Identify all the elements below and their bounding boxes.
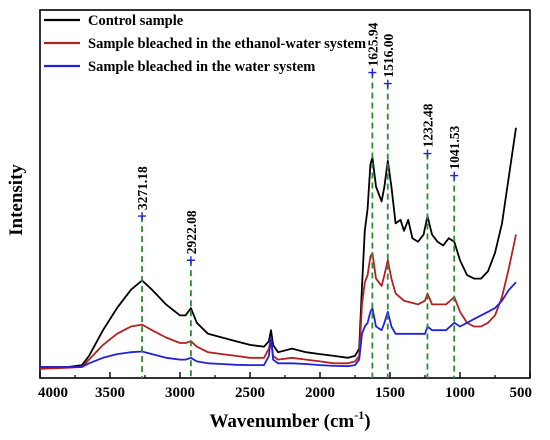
- peak-label-1: 3271.18: [135, 166, 150, 210]
- x-axis-title: Wavenumber (cm-1): [209, 408, 370, 432]
- peak-label-3: 1625.94: [365, 22, 380, 66]
- plot-frame: [39, 9, 531, 379]
- peak-marker-6: [450, 171, 459, 180]
- x-tick-label-4: 2500: [235, 385, 265, 401]
- x-tick-label-8: 500: [510, 385, 533, 401]
- peak-markers: 3271.18 2922.08 1625.94 1516.00 1232.48 1041.…: [135, 22, 462, 378]
- y-axis-title: Intensity: [6, 164, 27, 236]
- series-line-1: [40, 127, 517, 368]
- peak-label-2: 2922.08: [184, 210, 199, 254]
- series-line-2: [39, 234, 517, 370]
- legend-label-3: Sample bleached in the water system: [88, 59, 315, 75]
- x-tick-label-6: 1500: [375, 385, 405, 401]
- peak-marker-4: [383, 79, 392, 88]
- x-tick-label-5: 2000: [305, 385, 335, 401]
- peak-marker-3: [368, 68, 377, 77]
- peak-marker-5: [423, 149, 432, 158]
- axes: 4000 3500 3000 2500 2000 1500 1000 500: [38, 372, 532, 401]
- x-axis-title-sup: -1: [354, 408, 364, 422]
- series-layer: [39, 127, 517, 370]
- legend-label-2: Sample bleached in the ethanol-water sys…: [88, 36, 366, 52]
- x-tick-label-3: 3000: [165, 385, 195, 401]
- peak-label-4: 1516.00: [381, 33, 396, 77]
- peak-marker-2: [186, 256, 195, 265]
- series-line-3: [40, 281, 517, 368]
- peak-label-5: 1232.48: [420, 103, 435, 147]
- legend: Control sample Sample bleached in the eth…: [44, 13, 366, 75]
- x-axis-title-main: Wavenumber (cm: [209, 411, 354, 432]
- peak-marker-1: [138, 212, 147, 221]
- legend-label-1: Control sample: [88, 13, 184, 29]
- x-tick-label-2: 3500: [95, 385, 125, 401]
- peak-label-6: 1041.53: [447, 125, 462, 169]
- x-tick-label-7: 1000: [445, 385, 475, 401]
- plot-area: [39, 9, 531, 379]
- x-axis-title-end: ): [364, 411, 370, 432]
- x-tick-label-1: 4000: [38, 385, 68, 401]
